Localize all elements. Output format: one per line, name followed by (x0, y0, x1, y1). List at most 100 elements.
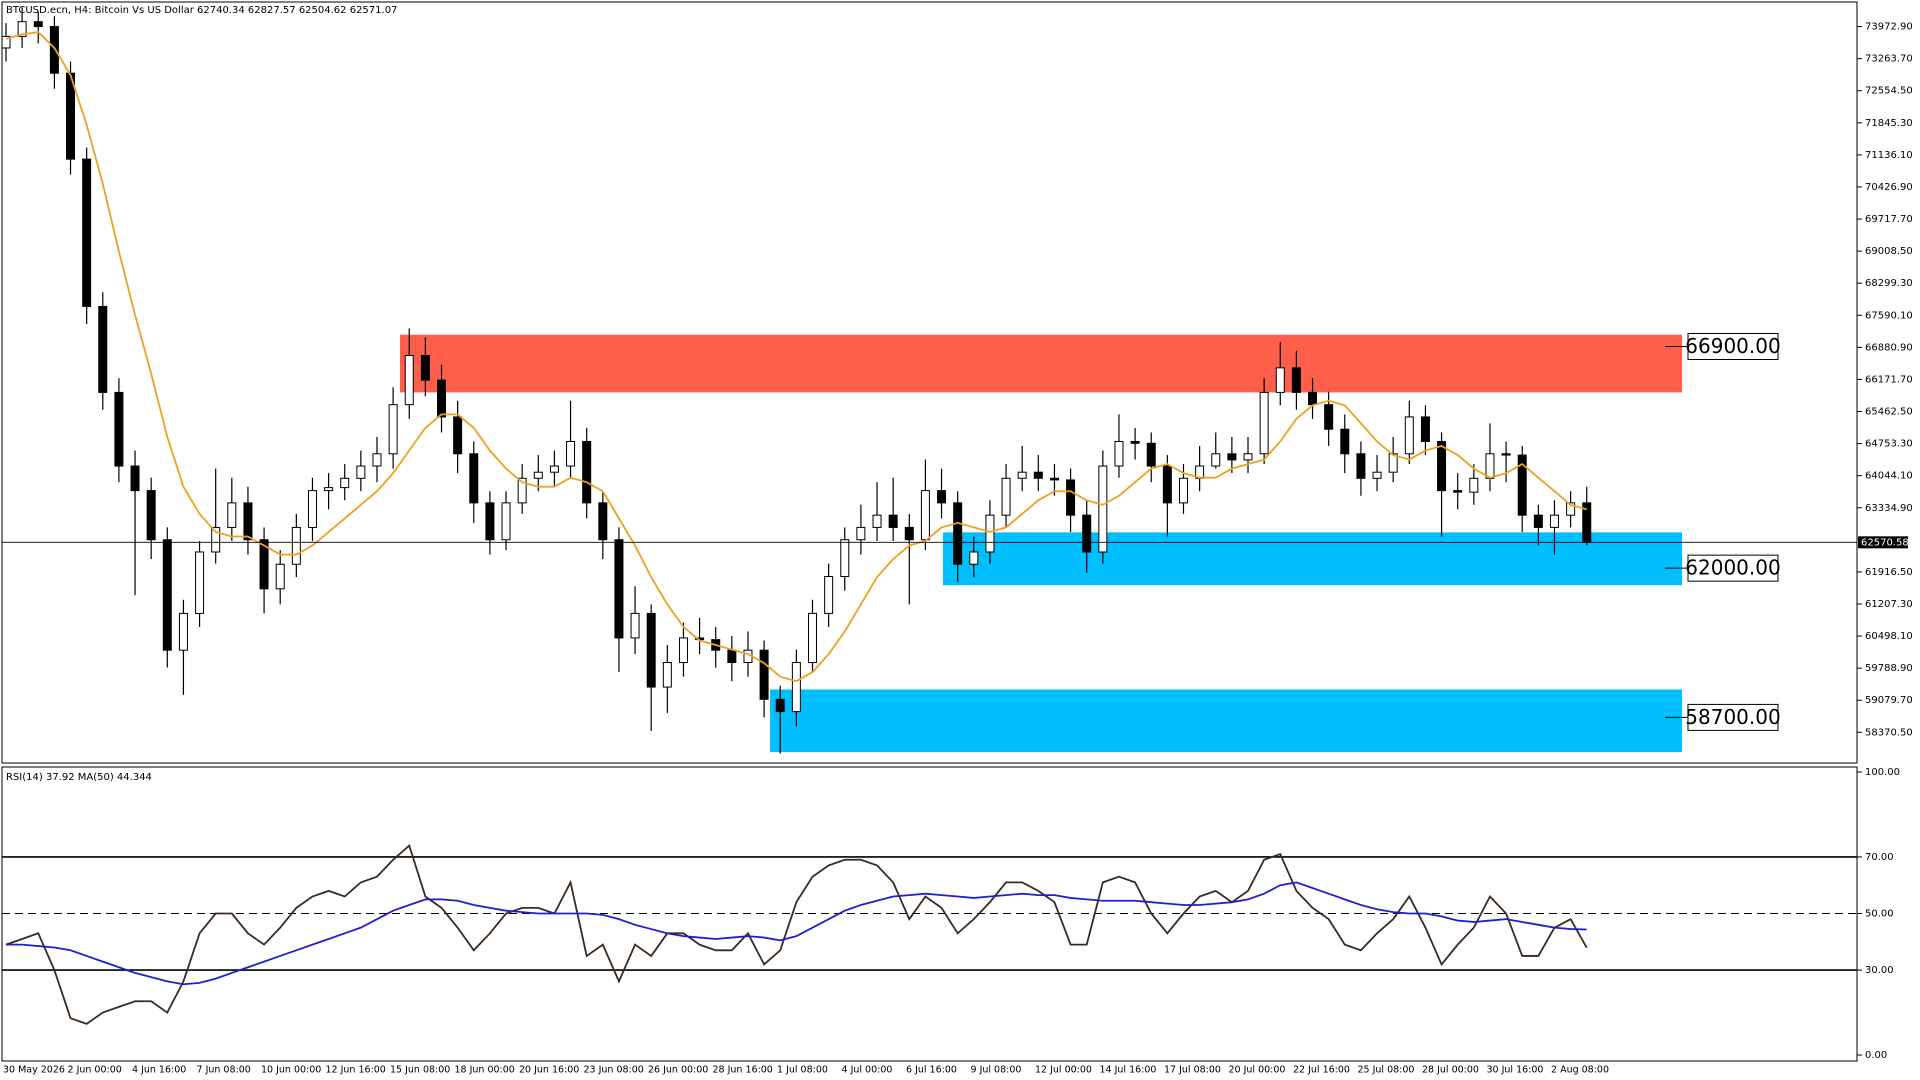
y-tick-label: 63334.90 (1865, 503, 1913, 514)
rsi-title: RSI(14) 37.92 MA(50) 44.344 (6, 772, 152, 783)
y-tick-label: 67590.10 (1865, 310, 1913, 321)
y-tick-label: 73263.70 (1865, 54, 1913, 65)
candle-body (759, 649, 769, 700)
x-tick-label: 2 Aug 08:00 (1551, 1065, 1609, 1076)
zone-label-box (1687, 554, 1779, 582)
x-tick-label: 18 Jun 00:00 (455, 1065, 515, 1076)
candle-body (307, 490, 317, 528)
y-tick-label: 61916.50 (1865, 567, 1913, 578)
candle-body (549, 465, 559, 473)
candle-body (437, 379, 447, 418)
zone (770, 689, 1682, 753)
candle-body (33, 21, 43, 28)
candle-body (485, 502, 495, 541)
x-tick-label: 25 Jul 08:00 (1358, 1065, 1415, 1076)
price-panel (1, 1, 1858, 764)
y-tick-label: 64753.30 (1865, 439, 1913, 450)
candle-body (791, 661, 801, 713)
x-tick-label: 23 Jun 08:00 (584, 1065, 644, 1076)
zone-label-box (1687, 332, 1779, 360)
candle-body (98, 305, 108, 393)
candle-body (1130, 440, 1140, 444)
candle-body (582, 440, 592, 504)
candle-body (953, 502, 963, 565)
candle-body (453, 416, 463, 455)
candle-body (727, 649, 737, 663)
candle-body (1227, 453, 1237, 461)
candle-body (904, 526, 914, 541)
candle-body (324, 487, 334, 492)
candle-body (1372, 471, 1382, 479)
candle-body (840, 539, 850, 578)
y-tick-label: 58370.50 (1865, 727, 1913, 738)
candle-body (404, 355, 414, 406)
candle-body (598, 502, 608, 541)
candle-body (1259, 391, 1269, 455)
candle-body (1517, 454, 1527, 516)
zone-label-box (1687, 703, 1779, 731)
y-tick-label: 71136.10 (1865, 150, 1913, 161)
y-tick-label: 72554.50 (1865, 86, 1913, 97)
y-tick-label: 65462.50 (1865, 407, 1913, 418)
candle-body (1162, 465, 1172, 504)
candle-body (1098, 465, 1108, 553)
y-tick-label: 70.00 (1865, 852, 1894, 863)
candle-body (1485, 453, 1495, 479)
candle-body (1033, 471, 1043, 479)
candle-body (630, 612, 640, 639)
zone-label: 66900.00 (1685, 334, 1780, 358)
y-tick-label: 30.00 (1865, 965, 1894, 976)
candle-body (1017, 471, 1027, 479)
candle-body (517, 477, 527, 504)
candle-body (1114, 440, 1124, 467)
x-tick-label: 28 Jul 00:00 (1422, 1065, 1479, 1076)
candle-body (1146, 442, 1156, 467)
x-tick-label: 4 Jul 00:00 (842, 1065, 893, 1076)
candle-body (356, 465, 366, 479)
candle-body (1453, 490, 1463, 493)
candle-body (969, 551, 979, 565)
candle-body (211, 526, 221, 553)
candle-body (82, 158, 92, 307)
candle-body (1469, 477, 1479, 493)
candle-body (1501, 453, 1511, 456)
candle-body (662, 661, 672, 688)
candle-body (1356, 453, 1366, 479)
x-tick-label: 12 Jul 00:00 (1035, 1065, 1092, 1076)
candle-body (1340, 428, 1350, 455)
candle-body (243, 502, 253, 541)
candle-body (420, 355, 430, 381)
candle-body (259, 539, 269, 590)
y-tick-label: 69008.50 (1865, 246, 1913, 257)
y-tick-label: 70426.90 (1865, 182, 1913, 193)
y-tick-label: 71845.30 (1865, 118, 1913, 129)
candle-body (195, 551, 205, 614)
candle-body (614, 539, 624, 639)
candle-body (17, 21, 27, 37)
candle-body (372, 453, 382, 467)
x-tick-label: 15 Jun 08:00 (390, 1065, 450, 1076)
candle-body (66, 72, 76, 160)
zone-label: 62000.00 (1685, 556, 1780, 580)
candle-body (162, 539, 172, 651)
candle-body (1211, 453, 1221, 467)
y-tick-label: 100.00 (1865, 767, 1900, 778)
y-tick-label: 59079.70 (1865, 695, 1913, 706)
x-tick-label: 1 Jul 08:00 (777, 1065, 828, 1076)
candle-body (1243, 453, 1253, 461)
candle-body (1308, 391, 1318, 406)
candle-body (920, 490, 930, 541)
candle-body (1533, 514, 1543, 528)
candle-body (775, 698, 785, 713)
x-tick-label: 20 Jun 16:00 (519, 1065, 579, 1076)
candle-body (824, 576, 834, 614)
x-tick-label: 10 Jun 00:00 (261, 1065, 321, 1076)
candle-body (1549, 514, 1559, 528)
candle-body (1049, 477, 1059, 481)
candle-body (1324, 404, 1334, 430)
y-tick-label: 66171.70 (1865, 374, 1913, 385)
candle-body (1066, 479, 1076, 516)
y-tick-label: 69717.70 (1865, 214, 1913, 225)
candle-body (130, 465, 140, 492)
